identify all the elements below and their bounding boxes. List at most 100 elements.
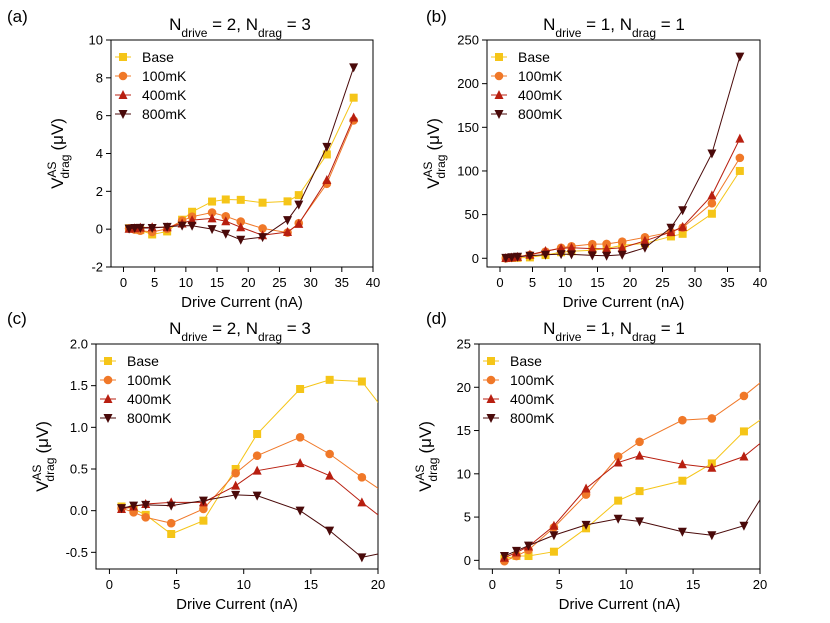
legend-label: 100mK [142,68,187,84]
x-tick-label: 30 [303,275,317,290]
data-point [349,112,359,122]
series-100mK [124,116,358,237]
data-point [613,452,623,461]
legend-label: Base [127,353,159,369]
y-tick-label: 200 [457,76,479,91]
series-800mK [499,499,760,562]
data-point [295,433,305,442]
legend-marker [494,71,504,81]
data-point [549,531,559,541]
x-tick-label: 15 [590,275,604,290]
x-axis-label: Drive Current (nA) [559,596,681,613]
data-point [513,252,523,262]
data-point [187,221,197,231]
y-axis-label: VASdrag(μV) [45,118,72,189]
x-tick-label: 5 [151,275,158,290]
data-point [677,527,687,537]
x-tick-label: 20 [371,577,385,592]
x-tick-label: 35 [720,275,734,290]
legend-marker [486,394,496,403]
x-tick-label: 30 [688,275,702,290]
data-point [739,427,748,436]
y-tick-label: 8 [96,70,103,85]
y-tick-label: 50 [465,207,479,222]
y-tick-label: 0.5 [70,462,88,477]
data-point [614,496,623,505]
x-axis-label: Drive Current (nA) [563,294,685,311]
data-point [678,415,687,425]
legend: Base 100mK 400mK 800mK [115,49,187,122]
x-tick-label: 20 [753,577,767,592]
data-point [613,457,623,467]
data-point [221,216,231,226]
panel-title: Ndrive = 2, Ndrag = 3 [169,15,311,40]
data-point [587,243,597,253]
data-point [207,208,217,217]
data-point [613,514,623,524]
legend-marker [494,110,504,119]
panel-title: Ndrive = 2, Ndrag = 3 [169,319,311,344]
data-point [581,483,591,493]
data-point [294,218,304,228]
data-point [221,229,231,239]
legend-marker [103,414,113,423]
panel-label: (c) [7,309,27,328]
data-point [678,221,688,231]
axes-frame [478,343,761,570]
legend-marker [486,375,496,385]
y-tick-label: 10 [89,33,103,48]
legend-label: Base [142,49,174,65]
y-tick-label: 10 [457,466,471,481]
data-point [135,223,145,233]
data-point [296,385,305,393]
data-point [294,191,303,200]
data-point [549,520,559,530]
legend-label: 400mK [518,87,563,103]
x-tick-label: 5 [529,275,536,290]
data-point [549,547,558,556]
data-point [207,225,217,235]
series-line [121,436,378,524]
x-tick-label: 0 [120,275,127,290]
data-point [162,222,172,232]
x-tick-label: 10 [236,577,250,592]
series-400mK [499,443,760,562]
x-tick-label: 15 [210,275,224,290]
y-tick-label: 6 [96,108,103,123]
data-point [635,487,644,496]
data-point [177,221,187,231]
data-point [587,251,597,261]
data-point [357,377,366,386]
data-point [231,490,241,500]
y-tick-label: 1.5 [70,378,88,393]
series-line [129,120,355,234]
y-tick-label: 0 [472,251,479,266]
data-point [166,518,176,528]
data-point [188,207,197,216]
legend-label: 400mK [142,87,187,103]
data-point [635,437,644,447]
data-point [198,496,208,506]
series-800mK [501,52,745,263]
data-point [130,224,140,234]
y-tick-label: 0.0 [70,503,88,518]
data-point [525,251,535,261]
data-point [236,235,246,245]
data-point [678,229,687,238]
axes-frame [486,39,761,268]
legend-marker [103,394,113,403]
panel-c: 0 5 10 15 20 -0.5 0.0 0.5 1.0 1.5 2.0 (c) Ndrive = 2… [7,309,385,613]
data-point [231,468,240,478]
data-point [707,149,717,159]
panel-label: (a) [7,7,28,26]
x-axis-label: Drive Current (nA) [176,596,298,613]
y-tick-label: 250 [457,33,479,48]
data-point [581,520,591,530]
data-point [735,133,745,143]
series-line [504,499,760,557]
x-tick-label: 10 [179,275,193,290]
data-point [199,504,208,514]
legend-marker [118,110,128,119]
data-point [129,501,139,511]
